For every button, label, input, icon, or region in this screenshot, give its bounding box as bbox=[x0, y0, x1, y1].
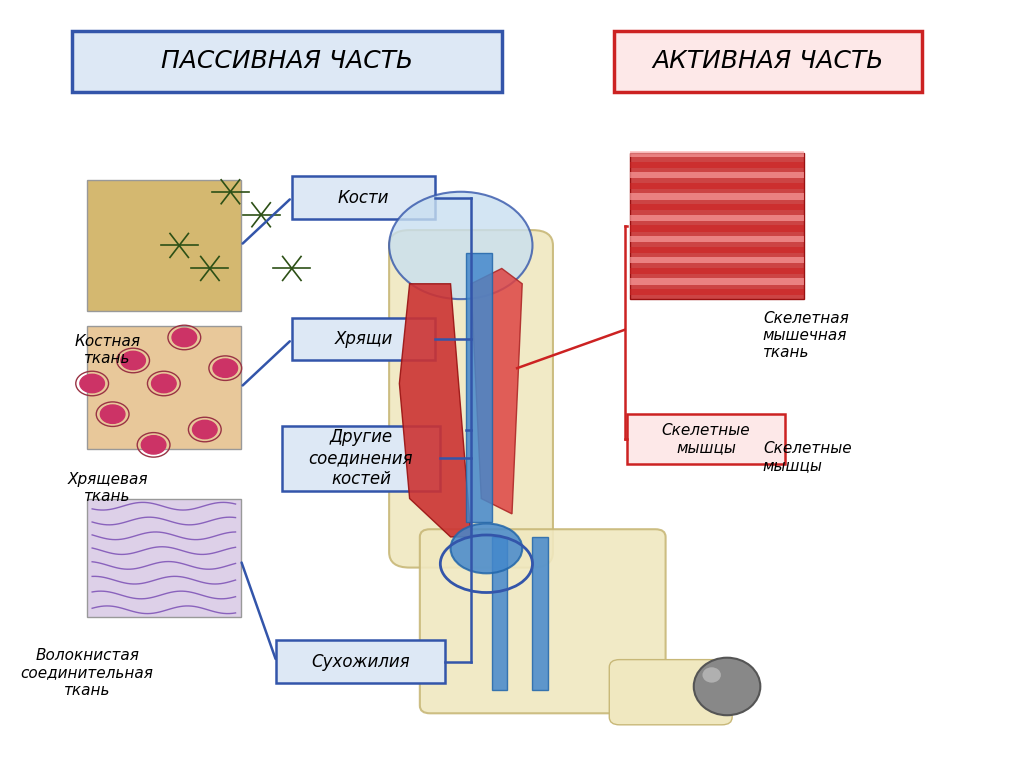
FancyBboxPatch shape bbox=[630, 204, 804, 210]
FancyBboxPatch shape bbox=[609, 660, 732, 725]
Circle shape bbox=[172, 328, 197, 347]
Circle shape bbox=[121, 351, 145, 370]
FancyBboxPatch shape bbox=[492, 537, 507, 690]
FancyBboxPatch shape bbox=[282, 426, 440, 491]
Text: Костная
ткань: Костная ткань bbox=[75, 334, 140, 366]
Text: ПАССИВНАЯ ЧАСТЬ: ПАССИВНАЯ ЧАСТЬ bbox=[161, 49, 413, 74]
Circle shape bbox=[80, 374, 104, 393]
FancyBboxPatch shape bbox=[630, 246, 804, 253]
Circle shape bbox=[193, 420, 217, 439]
FancyBboxPatch shape bbox=[630, 162, 804, 168]
FancyBboxPatch shape bbox=[630, 151, 804, 157]
FancyBboxPatch shape bbox=[276, 640, 445, 683]
FancyBboxPatch shape bbox=[87, 326, 241, 449]
FancyBboxPatch shape bbox=[614, 31, 922, 92]
Text: Скелетные
мышцы: Скелетные мышцы bbox=[662, 423, 751, 456]
FancyBboxPatch shape bbox=[630, 215, 804, 221]
Text: Хрящевая
ткань: Хрящевая ткань bbox=[68, 472, 147, 504]
FancyBboxPatch shape bbox=[292, 176, 435, 219]
Text: Скелетные
мышцы: Скелетные мышцы bbox=[763, 441, 852, 473]
FancyBboxPatch shape bbox=[292, 318, 435, 360]
FancyBboxPatch shape bbox=[72, 31, 502, 92]
FancyBboxPatch shape bbox=[630, 173, 804, 179]
FancyBboxPatch shape bbox=[630, 183, 804, 189]
FancyBboxPatch shape bbox=[627, 414, 785, 464]
Polygon shape bbox=[471, 268, 522, 514]
FancyBboxPatch shape bbox=[87, 180, 241, 311]
Ellipse shape bbox=[451, 523, 522, 574]
FancyBboxPatch shape bbox=[630, 257, 804, 263]
Text: Сухожилия: Сухожилия bbox=[311, 653, 411, 670]
FancyBboxPatch shape bbox=[87, 499, 241, 617]
Text: Скелетная
мышечная
ткань: Скелетная мышечная ткань bbox=[763, 311, 849, 360]
Text: Другие
соединения
костей: Другие соединения костей bbox=[308, 429, 414, 488]
FancyBboxPatch shape bbox=[389, 230, 553, 568]
FancyBboxPatch shape bbox=[420, 529, 666, 713]
FancyBboxPatch shape bbox=[630, 225, 804, 232]
FancyBboxPatch shape bbox=[532, 537, 548, 690]
Text: Волокнистая
соединительная
ткань: Волокнистая соединительная ткань bbox=[20, 648, 154, 698]
Polygon shape bbox=[399, 284, 471, 537]
Circle shape bbox=[100, 405, 125, 423]
Circle shape bbox=[213, 359, 238, 377]
Text: Хрящи: Хрящи bbox=[335, 331, 392, 348]
FancyBboxPatch shape bbox=[630, 193, 804, 199]
Ellipse shape bbox=[389, 192, 532, 299]
FancyBboxPatch shape bbox=[630, 236, 804, 242]
Circle shape bbox=[152, 374, 176, 393]
FancyBboxPatch shape bbox=[630, 153, 804, 299]
FancyBboxPatch shape bbox=[466, 253, 492, 522]
Ellipse shape bbox=[702, 667, 721, 683]
FancyBboxPatch shape bbox=[630, 268, 804, 274]
Text: АКТИВНАЯ ЧАСТЬ: АКТИВНАЯ ЧАСТЬ bbox=[652, 49, 884, 74]
FancyBboxPatch shape bbox=[630, 278, 804, 285]
Text: Кости: Кости bbox=[338, 189, 389, 206]
FancyBboxPatch shape bbox=[630, 289, 804, 295]
Circle shape bbox=[141, 436, 166, 454]
Ellipse shape bbox=[694, 658, 760, 715]
